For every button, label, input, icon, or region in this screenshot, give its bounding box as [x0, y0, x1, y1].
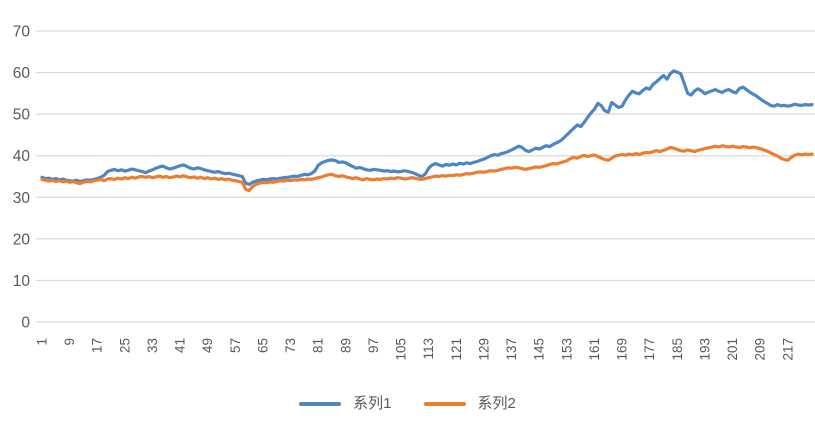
gridlines	[36, 30, 815, 323]
y-tick-label: 60	[13, 65, 31, 82]
x-tick-label: 33	[145, 338, 160, 353]
legend-label-series2: 系列2	[477, 395, 516, 412]
x-tick-label: 145	[532, 338, 547, 361]
x-axis-labels: 1 9 17 25 33 41 49 57 65 73 81 89 97 105 113 121 129 137 1…	[35, 338, 796, 361]
x-tick-label: 65	[255, 338, 270, 353]
legend-item-series1[interactable]: 系列1	[299, 395, 392, 412]
x-tick-label: 113	[421, 338, 436, 360]
x-tick-label: 25	[117, 338, 132, 353]
y-tick-label: 10	[13, 273, 31, 290]
y-tick-label: 40	[13, 148, 31, 165]
series1-line-swatch	[299, 401, 342, 406]
legend-item-series2[interactable]: 系列2	[423, 395, 516, 412]
x-tick-label: 169	[615, 338, 630, 361]
x-tick-label: 193	[697, 338, 712, 361]
x-tick-label: 209	[753, 338, 768, 361]
x-tick-label: 1	[35, 338, 50, 346]
x-tick-label: 217	[780, 338, 795, 361]
x-tick-label: 89	[338, 338, 353, 353]
x-tick-label: 105	[394, 338, 409, 361]
x-tick-label: 49	[200, 338, 215, 353]
y-tick-label: 70	[13, 24, 31, 41]
x-tick-label: 17	[90, 338, 105, 353]
x-tick-label: 201	[725, 338, 740, 361]
x-tick-label: 137	[504, 338, 519, 361]
series-lines	[40, 69, 814, 193]
series-2-line[interactable]	[40, 144, 814, 193]
x-tick-label: 121	[449, 338, 464, 361]
y-tick-label: 30	[13, 190, 31, 207]
x-tick-label: 73	[283, 338, 298, 353]
x-tick-label: 81	[311, 338, 326, 353]
x-tick-label: 129	[476, 338, 491, 361]
y-tick-label: 50	[13, 107, 31, 124]
y-tick-label: 20	[13, 231, 31, 248]
x-tick-label: 153	[559, 338, 574, 361]
series-1-line[interactable]	[40, 69, 814, 186]
x-tick-label: 177	[642, 338, 657, 361]
x-tick-label: 57	[228, 338, 243, 353]
x-tick-label: 161	[587, 338, 602, 361]
y-tick-label: 0	[21, 315, 30, 332]
x-tick-label: 97	[366, 338, 381, 353]
x-tick-label: 185	[670, 338, 685, 361]
chart-legend: 系列1 系列2	[0, 396, 815, 411]
series2-line-swatch	[423, 401, 466, 406]
y-axis-labels: 0 10 20 30 40 50 60 70	[13, 24, 31, 332]
legend-label-series1: 系列1	[353, 395, 392, 412]
x-tick-label: 9	[62, 338, 77, 346]
x-tick-label: 41	[173, 338, 188, 353]
